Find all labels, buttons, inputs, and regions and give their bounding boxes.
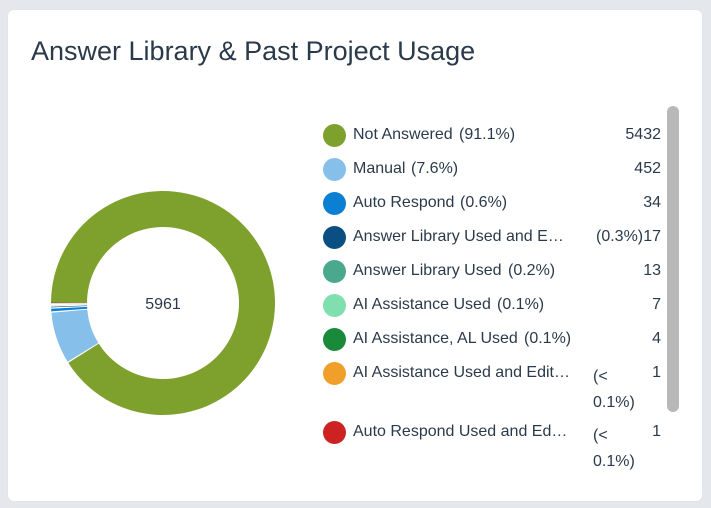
legend-percent: (0.2%) <box>508 262 556 279</box>
legend-value: 17 <box>643 228 661 245</box>
legend-swatch <box>323 124 346 147</box>
card-title: Answer Library & Past Project Usage <box>31 36 476 66</box>
legend-label: Auto Respond Used and Ed… <box>353 423 568 440</box>
legend-swatch <box>323 226 346 249</box>
donut-slice-3[interactable] <box>51 305 88 308</box>
legend-value: 1 <box>652 364 661 381</box>
legend-percent: (< 0.1%) <box>593 368 635 411</box>
legend-label: Manual <box>353 160 406 177</box>
legend-value: 4 <box>652 330 661 347</box>
legend-percent: (< 0.1%) <box>593 427 635 470</box>
legend-label: AI Assistance Used <box>353 296 491 313</box>
donut-slice-8[interactable] <box>51 301 88 303</box>
donut-slice-0[interactable] <box>51 191 275 415</box>
usage-card: Answer Library & Past Project Usage 5961… <box>8 10 702 501</box>
donut-center-total: 5961 <box>145 296 181 313</box>
legend-label: AI Assistance, AL Used <box>353 330 518 347</box>
chart-legend: Not Answered (91.1%) 5432 Manual (7.6%) 452 Au… <box>323 110 663 480</box>
legend-label: Answer Library Used and E… <box>353 228 564 245</box>
legend-swatch <box>323 328 346 351</box>
legend-label: Answer Library Used <box>353 262 502 279</box>
legend-label: AI Assistance Used and Edit… <box>353 364 570 381</box>
legend-percent: (0.3%) <box>596 228 644 245</box>
donut-slice-2[interactable] <box>51 306 88 312</box>
legend-percent: (0.6%) <box>460 194 508 211</box>
legend-value: 13 <box>643 262 661 279</box>
legend-scrollbar[interactable] <box>667 106 679 412</box>
donut-slice-4[interactable] <box>51 304 88 306</box>
legend-value: 34 <box>643 194 661 211</box>
donut-slice-5[interactable] <box>51 303 88 304</box>
legend-swatch <box>323 421 346 444</box>
legend-percent: (7.6%) <box>411 160 459 177</box>
legend-swatch <box>323 158 346 181</box>
legend-percent: (0.1%) <box>497 296 545 313</box>
donut-chart: 5961 <box>51 191 275 415</box>
legend-percent: (0.1%) <box>524 330 572 347</box>
legend-value: 5432 <box>625 126 661 143</box>
donut-slice-1[interactable] <box>51 309 99 362</box>
legend-label: Not Answered <box>353 126 453 143</box>
legend-swatch <box>323 192 346 215</box>
legend-value: 1 <box>652 423 661 440</box>
legend-swatch <box>323 260 346 283</box>
legend-value: 7 <box>652 296 661 313</box>
legend-swatch <box>323 294 346 317</box>
legend-value: 452 <box>634 160 661 177</box>
legend-label: Auto Respond <box>353 194 455 211</box>
legend-swatch <box>323 362 346 385</box>
legend-percent: (91.1%) <box>459 126 516 143</box>
